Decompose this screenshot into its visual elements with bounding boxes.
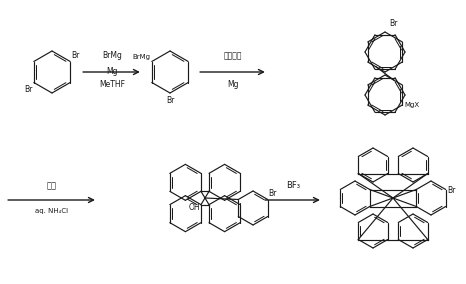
Text: Br: Br: [269, 189, 277, 197]
Text: Br: Br: [389, 19, 397, 28]
Text: MeTHF: MeTHF: [99, 80, 125, 89]
Text: Mg: Mg: [106, 68, 118, 76]
Text: OH: OH: [188, 203, 200, 212]
Text: Br: Br: [71, 51, 80, 60]
Text: Br: Br: [448, 186, 456, 195]
Text: MgX: MgX: [404, 102, 419, 108]
Text: BrMg: BrMg: [133, 53, 151, 60]
Text: BF₃: BF₃: [286, 181, 300, 190]
Text: Br: Br: [166, 96, 174, 105]
Text: BrMg: BrMg: [102, 51, 122, 60]
Text: 茆酮: 茆酮: [47, 181, 57, 190]
Text: Br: Br: [24, 85, 33, 93]
Text: Mg: Mg: [227, 80, 239, 89]
Text: aq. NH₄Cl: aq. NH₄Cl: [35, 208, 69, 214]
Text: 邻卤碘苯: 邻卤碘苯: [224, 51, 242, 60]
